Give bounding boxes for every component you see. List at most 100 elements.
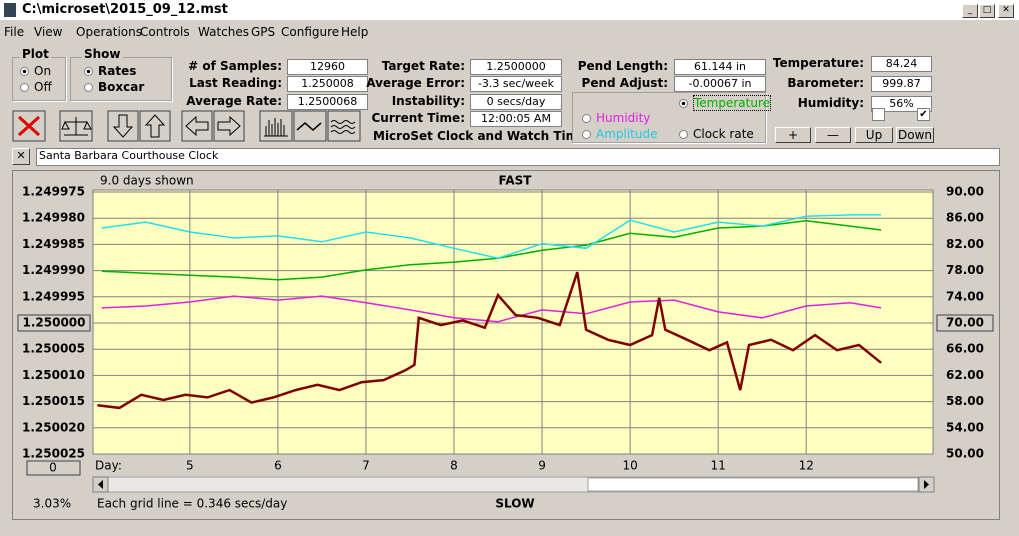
readout-field: 12960 [287,59,368,75]
radio[interactable]: Amplitude [582,127,658,141]
toolbar-button[interactable] [327,110,361,142]
axis-button[interactable] [17,314,91,332]
x-axis-label: Day: [95,459,122,473]
menu-item[interactable]: Operations [76,25,142,39]
y2-tick-label: 74.00 [946,289,984,303]
minimize-button[interactable]: _ [962,4,978,18]
radio-label: Temperature [693,95,772,111]
toolbar-button[interactable] [181,110,213,142]
y-tick-label: 1.249985 [22,237,85,251]
radio[interactable]: Rates [84,64,136,78]
readout-label: Pend Adjust: [581,76,668,90]
toolbar-button[interactable] [259,110,293,142]
toolbar-button[interactable] [107,110,139,142]
clock-name-field[interactable]: Santa Barbara Courthouse Clock [36,148,1000,166]
radio-label: Amplitude [596,127,658,141]
app-name: MicroSet Clock and Watch Timer [373,129,593,143]
readout-label: Temperature: [772,56,864,70]
radio-label: Off [34,80,52,94]
x-tick-label: 6 [274,459,282,473]
series-line [101,295,882,323]
clear-button[interactable]: ✕ [12,148,30,165]
y-tick-label: 1.249995 [22,289,85,303]
readout-field: 12:00:05 AM [470,111,562,127]
radio[interactable]: Humidity [582,111,650,125]
readout-field: 1.2500000 [470,59,562,75]
menu-item[interactable]: Configure [281,25,340,39]
radio-label: Humidity [596,111,651,125]
menu-item[interactable]: Help [341,25,369,39]
slow-label: SLOW [495,497,534,511]
y2-tick-label: 62.00 [946,368,984,382]
y-tick-label: 1.250005 [22,342,85,356]
readout-field: 61.144 in [674,59,766,75]
readout-label: Instability: [391,94,465,108]
x-tick-label: 12 [799,459,814,473]
title-bar: C:\microset\2015_09_12.mst _ □ ✕ [0,0,1019,20]
maximize-button[interactable]: □ [979,4,995,18]
y-tick-label: 1.250010 [22,368,85,382]
menu-item[interactable]: File [4,25,25,39]
y-tick-label: 1.250015 [22,394,85,408]
y-tick-label: 1.250000 [22,316,85,330]
radio-label: On [34,64,52,78]
toolbar-button[interactable] [213,110,245,142]
axis-button[interactable] [936,314,994,332]
button[interactable]: + [775,127,811,143]
button[interactable]: — [815,127,851,143]
y2-tick-label: 90.00 [946,185,984,199]
y-tick-label: 1.249980 [22,211,85,225]
close-button[interactable]: ✕ [998,4,1014,18]
x-tick-label: 8 [450,459,458,473]
x-tick-label: 7 [362,459,370,473]
readout-label: Average Error: [366,76,465,90]
zero-button[interactable] [26,460,81,476]
y-tick-label: 1.250020 [22,420,85,434]
readout-field: 1.2500068 [287,94,368,110]
chart: 9.0 days shown FAST SLOW 3.03% Each grid… [12,170,1000,520]
percent-label: 3.03% [33,497,71,511]
toolbar-button[interactable] [12,110,46,142]
radio[interactable]: Off [20,80,52,94]
menu-item[interactable]: View [34,25,63,39]
readout-field: 56% [871,96,932,112]
toolbar-button[interactable] [293,110,327,142]
radio[interactable]: On [20,64,51,78]
group-label: Plot [20,47,51,61]
x-tick-label: 5 [186,459,194,473]
button[interactable]: Up [855,127,893,143]
checkbox[interactable] [872,108,885,121]
menu-item[interactable]: Watches [198,25,249,39]
radio-label: Rates [98,64,137,78]
display-group [572,92,766,143]
menu-item[interactable]: Controls [140,25,190,39]
series-line [97,271,882,410]
y2-tick-label: 58.00 [946,394,984,408]
app-icon [4,3,16,17]
radio[interactable]: Temperature [679,95,772,111]
readout-field: 84.24 [871,56,932,72]
y2-tick-label: 70.00 [946,316,984,330]
button[interactable]: Down [896,127,934,143]
radio-label: Clock rate [693,127,754,141]
y-tick-label: 1.250025 [22,447,85,461]
readout-field: -0.00067 in [674,76,766,92]
x-tick-label: 10 [622,459,637,473]
y2-tick-label: 66.00 [946,342,984,356]
toolbar-button[interactable] [139,110,171,142]
y2-tick-label: 86.00 [946,211,984,225]
radio[interactable]: Boxcar [84,80,144,94]
toolbar-button[interactable] [59,110,93,142]
readout-field: 0 secs/day [470,94,562,110]
y-tick-label: 1.249990 [22,263,85,277]
scrollbar[interactable] [92,476,935,493]
series-line [101,214,882,259]
menu-item[interactable]: GPS [251,25,276,39]
readout-label: Humidity: [797,96,864,110]
fast-label: FAST [499,174,533,188]
checkbox[interactable]: ✔ [917,108,930,121]
readout-label: Barometer: [787,76,864,90]
radio[interactable]: Clock rate [679,127,754,141]
x-tick-label: 11 [711,459,726,473]
